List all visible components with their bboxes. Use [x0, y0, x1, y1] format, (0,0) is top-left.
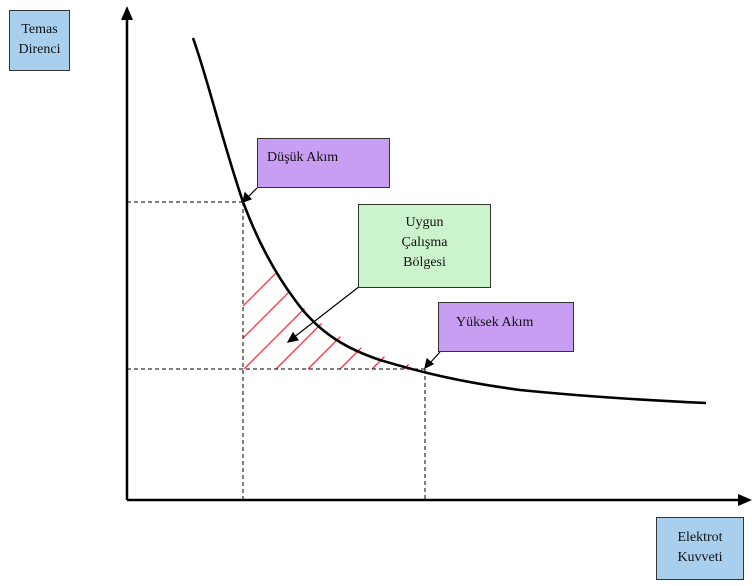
axes	[125, 18, 742, 502]
x-axis-label-box: Elektrot Kuvveti	[656, 517, 744, 580]
operating-zone-line3: Bölgesi	[403, 255, 446, 270]
x-axis-arrowhead	[738, 494, 752, 506]
low-current-label: Düşük Akım	[267, 150, 339, 165]
x-axis-label-line1: Elektrot	[677, 530, 723, 545]
y-axis-arrowhead	[121, 6, 133, 20]
y-axis-label-line2: Direnci	[18, 42, 61, 57]
x-axis-label-line2: Kuvveti	[677, 550, 723, 565]
operating-zone-line2: Çalışma	[401, 235, 448, 250]
low-current-callout: Düşük Akım	[257, 138, 390, 188]
callout-arrows	[242, 187, 441, 370]
operating-zone-line1: Uygun	[405, 215, 444, 230]
high-current-callout: Yüksek Akım	[438, 302, 574, 352]
operating-zone-callout: Uygun Çalışma Bölgesi	[358, 204, 491, 288]
y-axis-label-box: Temas Direnci	[9, 10, 70, 71]
resistance-curve	[191, 37, 707, 405]
y-axis-label-line1: Temas	[21, 22, 58, 37]
high-current-label: Yüksek Akım	[456, 315, 534, 330]
guide-lines	[127, 201, 426, 500]
